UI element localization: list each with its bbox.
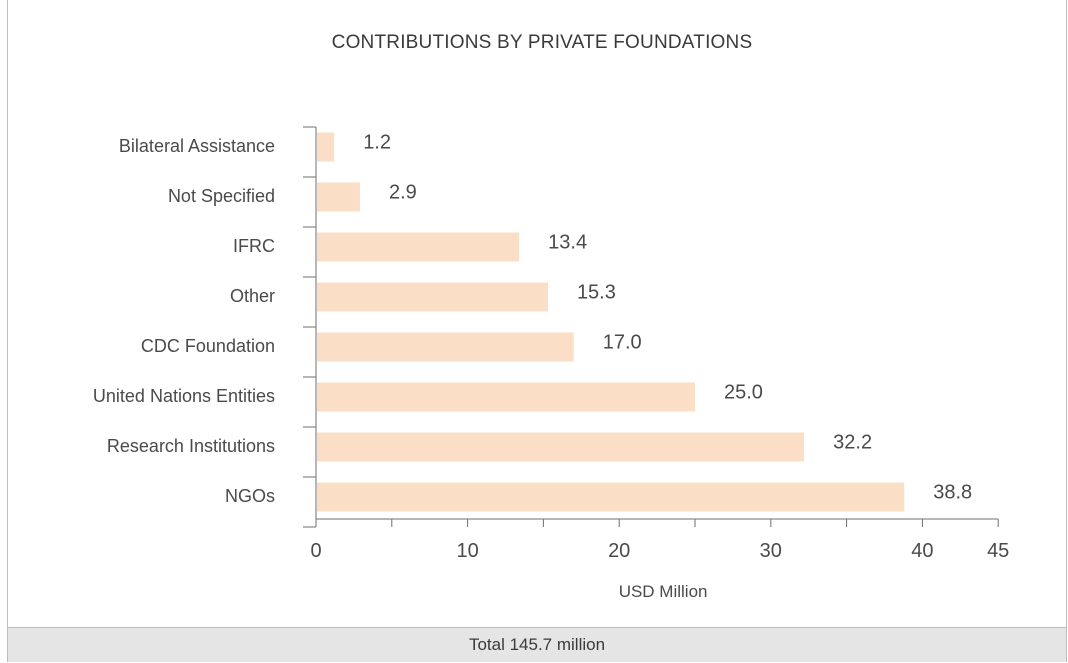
bar-united-nations-entities: [317, 382, 695, 412]
x-tick-label: 10: [456, 540, 478, 562]
bar-not-specified: [317, 182, 360, 212]
x-tick-label: 30: [760, 540, 782, 562]
bar-ngos: [317, 482, 905, 512]
category-label: Not Specified: [168, 186, 275, 206]
bar-other: [317, 282, 548, 312]
category-label: CDC Foundation: [141, 336, 275, 356]
x-tick-label: 0: [310, 540, 321, 562]
bar-cdc-foundation: [317, 332, 574, 362]
category-label: Other: [230, 286, 275, 306]
x-tick-label: 20: [608, 540, 630, 562]
category-label: IFRC: [233, 236, 275, 256]
category-label: United Nations Entities: [93, 386, 275, 406]
category-label: NGOs: [225, 486, 275, 506]
chart-title: CONTRIBUTIONS BY PRIVATE FOUNDATIONS: [331, 32, 753, 53]
value-label: 25.0: [724, 381, 763, 403]
value-label: 13.4: [548, 231, 587, 253]
x-tick-label: 40: [911, 540, 933, 562]
category-label: Bilateral Assistance: [119, 136, 275, 156]
x-tick-label: 45: [987, 540, 1009, 562]
value-label: 32.2: [833, 431, 872, 453]
category-label: Research Institutions: [107, 436, 275, 456]
value-label: 38.8: [933, 481, 972, 503]
x-axis-label: USD Million: [619, 582, 708, 601]
value-label: 2.9: [389, 181, 417, 203]
bar-bilateral-assistance: [317, 132, 335, 162]
bar-ifrc: [317, 232, 520, 262]
value-label: 15.3: [577, 281, 616, 303]
bar-research-institutions: [317, 432, 805, 462]
value-label: 1.2: [363, 131, 391, 153]
bar-chart: 1.2 Bilateral Assistance 2.9 Not Specified 1…: [93, 126, 1009, 601]
value-label: 17.0: [603, 331, 642, 353]
total-footer: Total 145.7 million: [8, 627, 1066, 662]
